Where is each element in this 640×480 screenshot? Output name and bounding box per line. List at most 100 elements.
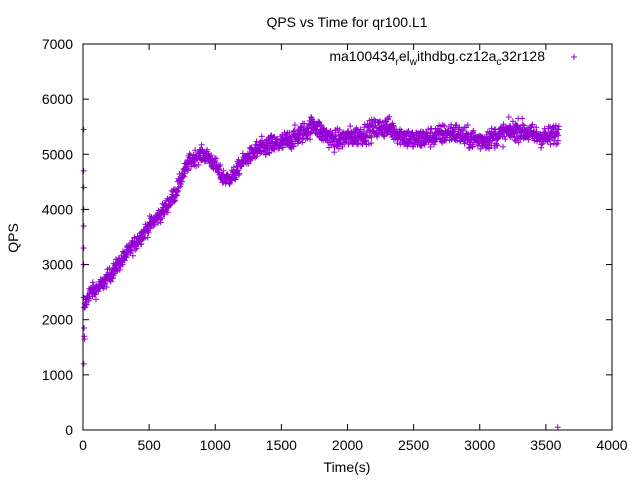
data-point — [376, 119, 383, 126]
y-tick-label: 1000 — [42, 367, 73, 383]
data-point — [145, 229, 152, 236]
data-point — [428, 125, 435, 132]
y-tick-label: 5000 — [42, 146, 73, 162]
data-point — [80, 126, 87, 133]
data-point — [161, 211, 168, 218]
data-point — [171, 198, 178, 205]
data-point — [266, 149, 273, 156]
data-point — [193, 163, 200, 170]
legend-label-part: 32r128 — [501, 48, 545, 64]
data-point — [460, 127, 467, 134]
data-point — [494, 142, 501, 149]
data-point — [361, 124, 368, 131]
data-point — [236, 170, 243, 177]
data-point — [316, 119, 323, 126]
y-tick-label: 6000 — [42, 91, 73, 107]
data-point — [439, 122, 446, 129]
data-point — [339, 143, 346, 150]
data-point — [187, 152, 194, 159]
data-point — [204, 146, 211, 153]
data-point — [519, 121, 526, 128]
data-point — [531, 137, 538, 144]
data-point — [307, 130, 314, 137]
x-tick-label: 2500 — [398, 437, 429, 453]
data-point — [457, 129, 464, 136]
data-point — [80, 245, 87, 252]
data-point — [500, 121, 507, 128]
data-point — [383, 131, 390, 138]
data-point — [138, 240, 145, 247]
data-point — [367, 132, 374, 139]
data-point — [386, 113, 393, 120]
data-point — [262, 151, 269, 158]
data-point — [175, 188, 182, 195]
data-point — [304, 135, 311, 142]
data-point — [552, 133, 559, 140]
data-point — [179, 178, 186, 185]
data-point — [253, 153, 260, 160]
data-point — [405, 128, 412, 135]
y-tick-label: 7000 — [42, 36, 73, 52]
legend-label-part: el — [399, 48, 410, 64]
data-point — [198, 141, 205, 148]
data-point — [554, 424, 561, 431]
data-point — [451, 128, 458, 135]
data-point — [403, 135, 410, 142]
data-point — [335, 145, 342, 152]
data-point — [217, 161, 224, 168]
data-point — [191, 158, 198, 165]
data-point — [195, 161, 202, 168]
x-tick-label: 1500 — [266, 437, 297, 453]
data-point — [92, 296, 99, 303]
data-point — [427, 129, 434, 136]
data-point — [457, 138, 464, 145]
data-point — [114, 267, 121, 274]
data-point — [555, 123, 562, 130]
data-point — [441, 122, 448, 129]
data-point — [546, 136, 553, 143]
data-point — [347, 123, 354, 130]
data-point — [80, 360, 87, 367]
data-point — [478, 142, 485, 149]
data-point — [140, 235, 147, 242]
data-point — [527, 124, 534, 131]
data-point — [109, 275, 116, 282]
data-point — [470, 127, 477, 134]
data-point — [249, 155, 256, 162]
y-tick-label: 0 — [65, 422, 73, 438]
data-point — [175, 184, 182, 191]
legend-label-subscript: w — [409, 57, 418, 68]
data-point — [85, 296, 92, 303]
data-point — [186, 150, 193, 157]
data-point — [336, 126, 343, 133]
data-point — [83, 301, 90, 308]
data-point — [332, 133, 339, 140]
data-point — [257, 150, 264, 157]
data-point — [431, 141, 438, 148]
data-point — [116, 266, 123, 273]
data-point — [216, 163, 223, 170]
x-axis-ticks: 0 500 1000 1500 2000 2500 3000 3500 4000 — [79, 44, 628, 453]
legend-label-part: ma100434 — [329, 48, 395, 64]
data-point — [553, 141, 560, 148]
x-tick-label: 4000 — [596, 437, 627, 453]
data-point — [485, 138, 492, 145]
legend-series-marker — [571, 54, 577, 60]
data-point — [110, 272, 117, 279]
data-point — [81, 324, 88, 331]
data-point — [213, 155, 220, 162]
data-point — [368, 134, 375, 141]
data-point — [529, 121, 536, 128]
data-point — [174, 187, 181, 194]
y-axis-ticks: 0 1000 2000 3000 4000 5000 6000 7000 — [42, 36, 612, 438]
data-point — [331, 149, 338, 156]
data-point — [295, 138, 302, 145]
data-point — [180, 173, 187, 180]
data-point — [301, 120, 308, 127]
data-point — [89, 279, 96, 286]
legend-label-part: ithdbg.cz12a — [417, 48, 497, 64]
data-point — [326, 144, 333, 151]
data-point — [502, 136, 509, 143]
data-point — [499, 143, 506, 150]
